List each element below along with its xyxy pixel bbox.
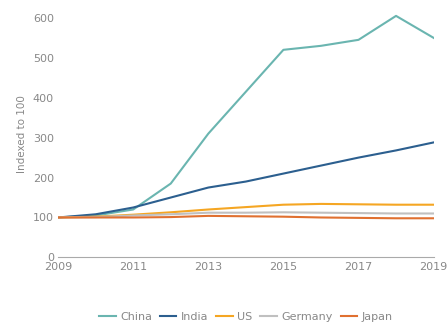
Japan xyxy=(356,216,361,220)
India xyxy=(93,212,98,216)
India xyxy=(168,196,173,200)
US xyxy=(55,215,61,219)
US xyxy=(131,213,136,217)
China xyxy=(55,215,61,219)
China xyxy=(393,14,399,18)
Germany xyxy=(281,210,286,214)
Line: Japan: Japan xyxy=(58,216,434,218)
Germany xyxy=(168,212,173,216)
US xyxy=(356,202,361,206)
Germany xyxy=(55,215,61,219)
Japan xyxy=(393,216,399,220)
China xyxy=(318,44,324,48)
US xyxy=(281,203,286,207)
Germany xyxy=(393,212,399,215)
US xyxy=(168,210,173,214)
India xyxy=(206,185,211,189)
Japan xyxy=(281,215,286,219)
Japan xyxy=(431,216,436,220)
Japan xyxy=(168,215,173,219)
Japan xyxy=(131,215,136,219)
China xyxy=(356,38,361,42)
India xyxy=(318,164,324,168)
Germany xyxy=(131,214,136,217)
Japan xyxy=(55,215,61,219)
Line: India: India xyxy=(58,143,434,217)
Legend: China, India, US, Germany, Japan: China, India, US, Germany, Japan xyxy=(94,308,397,326)
Japan xyxy=(318,215,324,219)
India xyxy=(356,156,361,160)
India xyxy=(131,206,136,210)
China xyxy=(431,36,436,40)
US xyxy=(318,202,324,206)
China xyxy=(131,208,136,212)
Japan xyxy=(243,214,249,218)
Line: US: US xyxy=(58,204,434,217)
US xyxy=(93,215,98,219)
US xyxy=(393,203,399,207)
US xyxy=(206,208,211,212)
India xyxy=(281,172,286,176)
China xyxy=(243,90,249,94)
Germany xyxy=(356,211,361,215)
Germany xyxy=(243,211,249,215)
India xyxy=(393,148,399,152)
Germany xyxy=(318,211,324,215)
India xyxy=(55,215,61,219)
US xyxy=(431,203,436,207)
India xyxy=(243,180,249,183)
Germany xyxy=(431,212,436,215)
Germany xyxy=(206,211,211,215)
Germany xyxy=(93,215,98,219)
Japan xyxy=(93,215,98,219)
Y-axis label: Indexed to 100: Indexed to 100 xyxy=(17,95,27,173)
China xyxy=(281,48,286,52)
Japan xyxy=(206,214,211,218)
US xyxy=(243,205,249,209)
China xyxy=(93,214,98,217)
Line: China: China xyxy=(58,16,434,217)
India xyxy=(431,141,436,145)
China xyxy=(206,132,211,136)
Line: Germany: Germany xyxy=(58,212,434,217)
China xyxy=(168,182,173,185)
